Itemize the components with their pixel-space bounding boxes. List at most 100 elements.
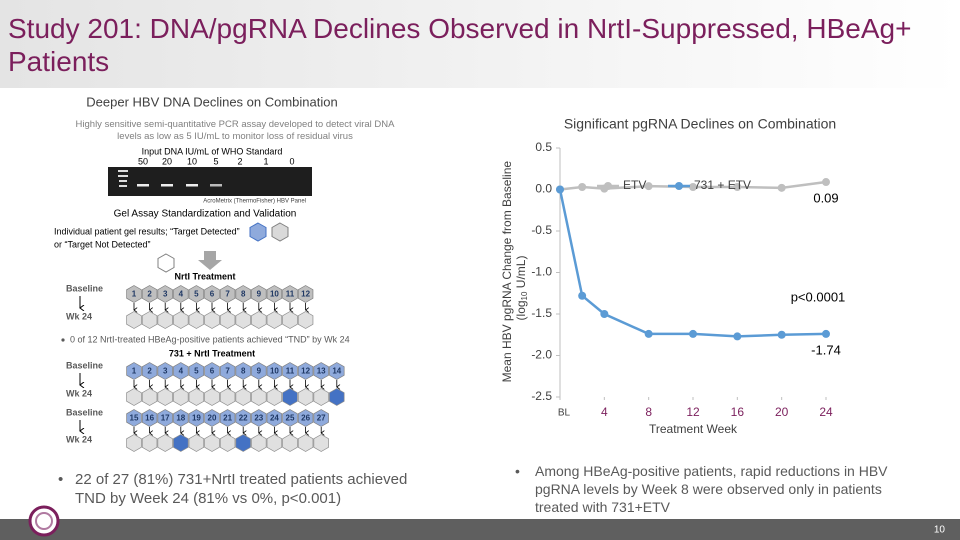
not-detected-icon [271,222,289,242]
baseline-hex [235,409,251,427]
series-point [644,329,653,338]
baseline-hex [157,409,173,427]
baseline-hex [204,285,220,303]
baseline-hex [141,409,158,427]
combo-title: 731 + NrtI Treatment [169,348,255,358]
not-detected-hex [188,434,205,452]
week-label: Wk 24 [66,434,92,444]
bullet-dot [61,338,65,342]
baseline-hex [219,362,236,380]
x-tick-label: 16 [731,405,745,419]
baseline-label: Baseline [66,407,103,417]
not-detected-hex [235,311,251,329]
patient-number: 23 [254,414,263,423]
patient-number: 18 [176,414,185,423]
baseline-hex [157,362,173,380]
patient-number: 15 [130,414,139,423]
baseline-hex [282,285,298,303]
patient-number: 6 [210,290,215,299]
gel-title: Input DNA IU/mL of WHO Standard [142,146,283,156]
not-detected-hex [141,388,158,406]
gel-image [108,167,312,196]
footer-band [0,519,960,540]
legend-text: Individual patient gel results; “Target … [54,226,240,236]
patient-number: 16 [145,414,154,423]
patient-number: 7 [225,367,230,376]
baseline-hex [173,285,189,303]
series-point [822,178,830,187]
lane-label: 0 [289,156,294,166]
patient-number: 21 [223,414,232,423]
patient-number: 6 [210,367,215,376]
series-line [558,189,827,338]
baseline-hex [251,409,267,427]
not-detected-hex [157,311,173,329]
not-detected-hex [173,388,189,406]
baseline-hex [173,362,189,380]
detected-hex [329,388,345,406]
patient-number: 9 [257,290,262,299]
not-detected-hex [188,311,205,329]
patient-number: 9 [257,367,262,376]
baseline-hex [204,409,220,427]
not-detected-hex [219,311,236,329]
patient-number: 2 [147,367,152,376]
nrti-title: NrtI Treatment [174,271,235,281]
series-point [556,185,564,194]
not-detected-hex [126,434,142,452]
series-point [733,183,742,192]
week-label: Wk 24 [66,388,92,398]
baseline-hex [219,409,236,427]
gel-band [210,184,222,187]
patient-number: 12 [301,290,310,299]
baseline-hex [188,362,205,380]
baseline-hex [297,409,314,427]
series-point [600,310,609,318]
baseline-hex [126,285,142,303]
not-detected-hex [297,388,314,406]
series-point [578,183,587,192]
legend-marker [604,182,612,190]
patient-number: 26 [301,414,310,423]
not-detected-hex [282,434,298,452]
not-detected-hex [297,311,314,329]
baseline-hex [266,409,283,427]
gel-band [186,184,198,187]
baseline-hex [126,409,142,427]
gel-caption: Gel Assay Standardization and Validation [114,209,297,220]
left-heading: Deeper HBV DNA Declines on Combination [86,94,337,109]
baseline-hex [297,285,314,303]
down-arrow [198,251,222,270]
baseline-hex [235,285,251,303]
not-detected-hex [219,434,236,452]
lane-label: 5 [213,156,218,166]
not-detected-hex [266,434,283,452]
not-detected-hex [266,388,283,406]
baseline-hex [282,409,298,427]
baseline-hex [266,362,283,380]
chart-title: Significant pgRNA Declines on Combinatio… [564,116,836,132]
patient-number: 17 [161,414,170,423]
lane-label: 10 [187,156,197,166]
title-band [0,0,960,88]
baseline-hex [235,362,251,380]
patient-number: 25 [286,414,295,423]
y-axis-label-sub: 10 [520,291,529,300]
left-description: Highly sensitive semi-quantitative PCR a… [75,119,395,142]
patient-number: 11 [286,290,295,299]
y-tick-label: 0.5 [535,140,552,154]
annotation: 0.09 [813,190,838,205]
legend-label: ETV [623,178,646,192]
logo [28,505,60,537]
gel-band [161,184,173,187]
not-detected-hex [204,434,220,452]
legend-marker [675,182,683,190]
patient-number: 3 [163,367,168,376]
not-detected-hex [188,388,205,406]
not-detected-hex [235,388,251,406]
detected-hex [282,388,298,406]
right-bullet: • Among HBeAg-positive patients, rapid re… [515,462,925,516]
patient-number: 10 [270,367,279,376]
legend-label: 731 + ETV [694,178,751,192]
